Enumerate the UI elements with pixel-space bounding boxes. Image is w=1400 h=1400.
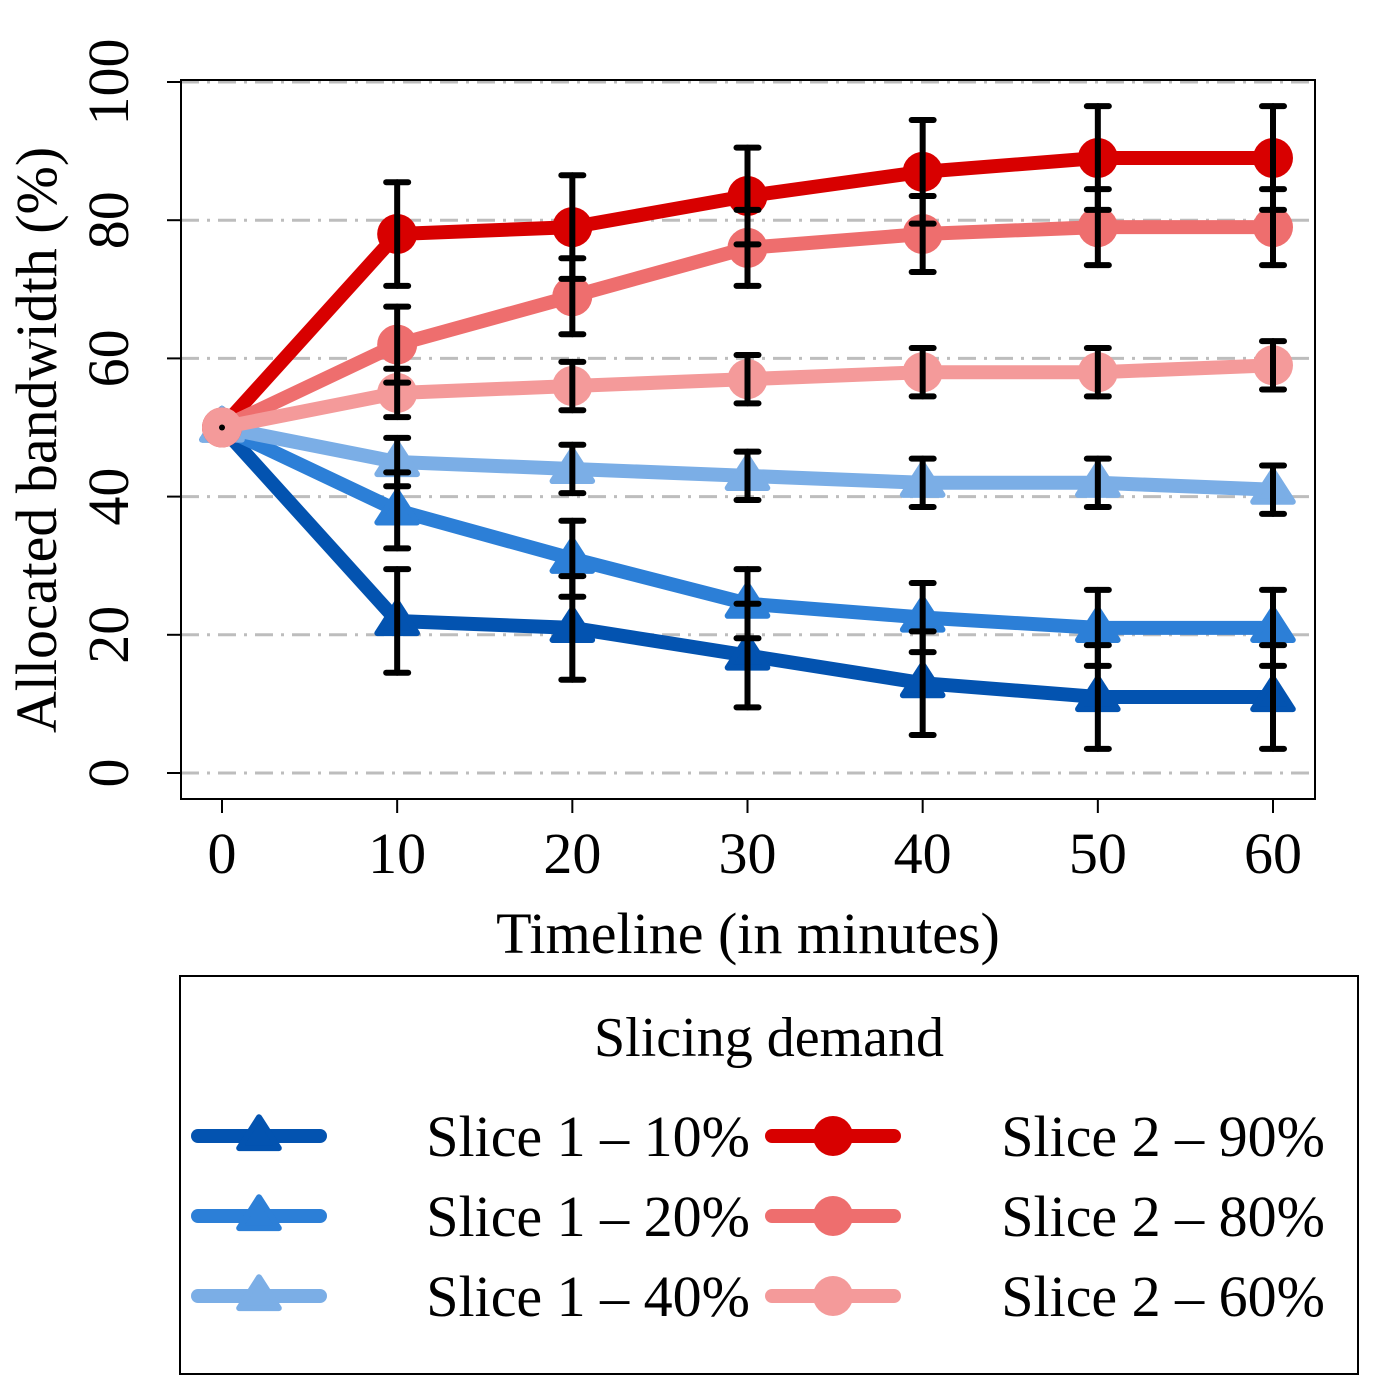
x-tick-label: 10 bbox=[368, 821, 426, 886]
x-tick-label: 50 bbox=[1069, 821, 1127, 886]
x-tick-label: 40 bbox=[894, 821, 952, 886]
legend-item-5: Slice 2 – 80% bbox=[765, 1184, 1325, 1249]
legend-label: Slice 1 – 10% bbox=[426, 1104, 750, 1169]
legend-label: Slice 2 – 80% bbox=[1001, 1184, 1325, 1249]
y-tick-label: 40 bbox=[76, 468, 141, 526]
error-bar bbox=[908, 193, 937, 276]
error-bar bbox=[383, 365, 412, 421]
error-bar bbox=[1259, 338, 1287, 393]
legend-marker bbox=[813, 1196, 853, 1236]
error-bar bbox=[1259, 462, 1287, 517]
error-bar bbox=[558, 358, 587, 414]
legend-marker bbox=[236, 1274, 282, 1312]
legend-marker bbox=[813, 1116, 853, 1156]
y-tick-label: 60 bbox=[76, 329, 141, 387]
y-axis: 0 20 40 60 80 100 bbox=[76, 39, 181, 788]
legend: Slicing demand Slice 1 – 10% Slice 1 – 20… bbox=[179, 975, 1359, 1375]
error-bar bbox=[558, 517, 587, 600]
error-bar bbox=[1259, 586, 1287, 669]
error-bar bbox=[733, 566, 762, 642]
y-tick-label: 20 bbox=[76, 606, 141, 664]
error-bar bbox=[733, 448, 762, 504]
legend-box bbox=[179, 975, 1359, 1375]
error-bar bbox=[1083, 345, 1112, 400]
y-tick-label: 80 bbox=[76, 191, 141, 249]
legend-label: Slice 1 – 20% bbox=[426, 1184, 750, 1249]
error-bar bbox=[558, 441, 587, 497]
error-bars bbox=[219, 103, 1287, 752]
legend-marker bbox=[236, 1114, 282, 1152]
legend-title: Slicing demand bbox=[594, 1007, 944, 1069]
error-bar bbox=[908, 579, 937, 656]
y-tick-label: 100 bbox=[76, 39, 141, 126]
legend-items: Slice 1 – 10% Slice 1 – 20% Slice 1 – 40% S… bbox=[191, 1104, 1325, 1329]
legend-marker bbox=[236, 1194, 282, 1232]
error-bar bbox=[733, 206, 762, 289]
legend-marker bbox=[813, 1276, 853, 1316]
legend-label: Slice 2 – 60% bbox=[1001, 1264, 1325, 1329]
x-axis-label: Timeline (in minutes) bbox=[496, 901, 1000, 966]
error-bar bbox=[908, 455, 937, 510]
legend-label: Slice 2 – 90% bbox=[1001, 1104, 1325, 1169]
x-tick-label: 0 bbox=[208, 821, 237, 886]
y-tick-label: 0 bbox=[76, 759, 141, 788]
x-tick-label: 20 bbox=[543, 821, 601, 886]
y-axis-label: Allocated bandwidth (%) bbox=[4, 147, 69, 733]
legend-item-3: Slice 1 – 40% bbox=[191, 1264, 750, 1329]
error-bar bbox=[1083, 186, 1112, 269]
legend-item-1: Slice 1 – 10% bbox=[191, 1104, 750, 1169]
error-bar bbox=[1083, 455, 1112, 510]
legend-item-6: Slice 2 – 60% bbox=[765, 1264, 1325, 1329]
x-axis: 0 10 20 30 40 50 60 bbox=[208, 799, 1302, 886]
error-bar bbox=[383, 179, 412, 289]
error-bar bbox=[733, 351, 762, 407]
error-bar bbox=[383, 566, 412, 676]
legend-item-4: Slice 2 – 90% bbox=[765, 1104, 1325, 1169]
x-tick-label: 60 bbox=[1244, 821, 1302, 886]
error-bar bbox=[558, 255, 587, 338]
error-bar bbox=[1083, 586, 1112, 669]
legend-label: Slice 1 – 40% bbox=[426, 1264, 750, 1329]
error-bar bbox=[1259, 186, 1287, 269]
origin-dot bbox=[219, 424, 225, 431]
legend-item-2: Slice 1 – 20% bbox=[191, 1184, 750, 1249]
error-bar bbox=[908, 345, 937, 400]
error-bar bbox=[383, 434, 412, 490]
x-tick-label: 30 bbox=[719, 821, 777, 886]
